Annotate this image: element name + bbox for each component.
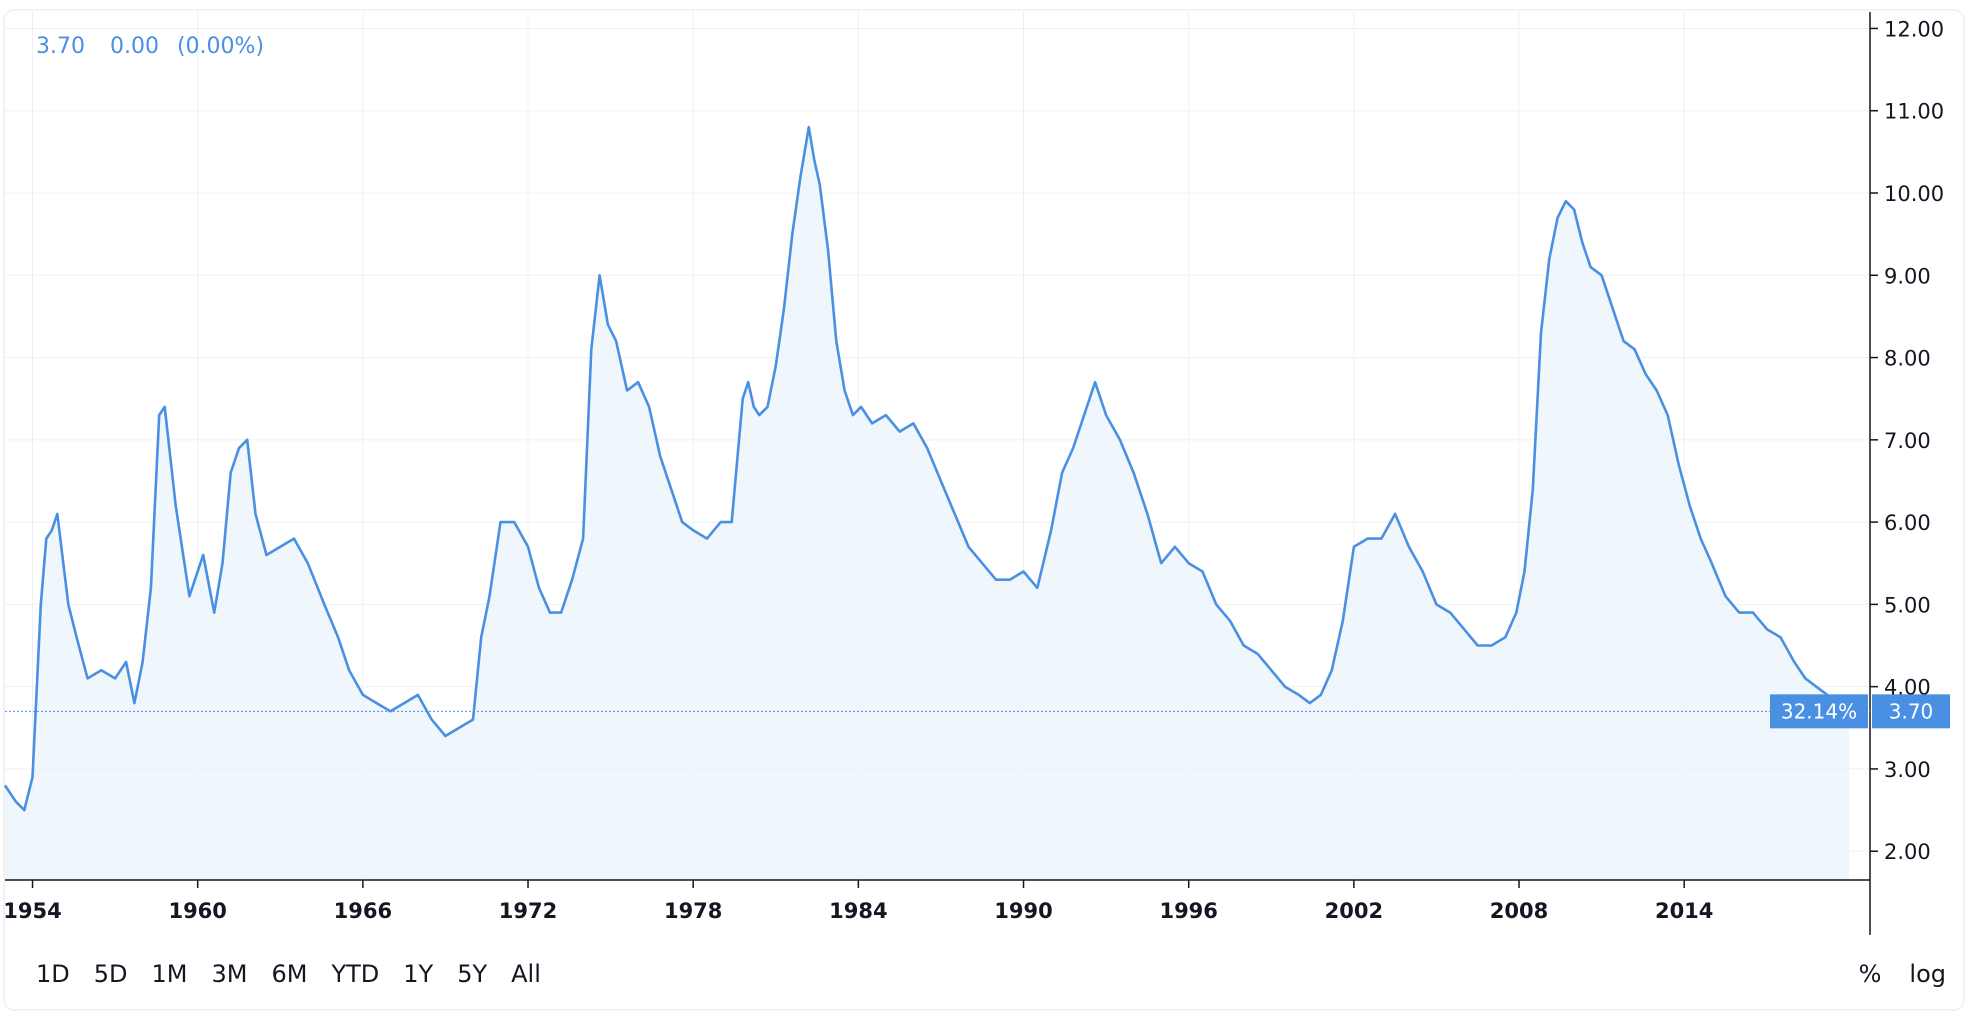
x-tick-label: 1966 (334, 899, 392, 923)
y-tick-label: 6.00 (1884, 511, 1931, 535)
legend-change: 0.00 (109, 34, 159, 59)
x-tick-label: 1990 (994, 899, 1052, 923)
y-tick-label: 5.00 (1884, 593, 1931, 617)
legend-last-value: 3.70 (36, 34, 85, 59)
axes-layer: 2.003.004.005.006.007.008.009.0010.0011.… (3, 12, 1944, 935)
price-marker-label: 3.70 (1889, 699, 1934, 723)
x-tick-label: 2002 (1325, 899, 1383, 923)
x-tick-label: 1960 (168, 899, 226, 923)
y-tick-label: 3.00 (1884, 758, 1931, 782)
line-layer (3, 125, 1851, 812)
log-scale-button[interactable]: log (1909, 960, 1946, 988)
x-tick-label: 2008 (1490, 899, 1548, 923)
y-tick-label: 10.00 (1884, 182, 1944, 206)
range-5y-button[interactable]: 5Y (457, 960, 488, 988)
legend-change-percent: (0.00%) (176, 34, 265, 59)
series-area (5, 127, 1850, 880)
range-ytd-button[interactable]: YTD (331, 960, 380, 988)
range-5d-button[interactable]: 5D (93, 960, 128, 988)
range-1m-button[interactable]: 1M (151, 960, 188, 988)
range-1y-button[interactable]: 1Y (403, 960, 434, 988)
range-1d-button[interactable]: 1D (36, 960, 70, 988)
range-toolbar: 1D 5D 1M 3M 6M YTD 1Y 5Y All (24, 952, 553, 996)
y-tick-label: 12.00 (1884, 17, 1944, 41)
y-tick-label: 11.00 (1884, 100, 1944, 124)
x-tick-label: 1984 (829, 899, 887, 923)
percent-scale-button[interactable]: % (1858, 960, 1882, 988)
y-tick-label: 7.00 (1884, 429, 1931, 453)
y-tick-label: 9.00 (1884, 264, 1931, 288)
price-legend: 3.70 0.00 (0.00%) (36, 34, 282, 59)
percent-marker-bg (1770, 694, 1868, 729)
y-tick-label: 2.00 (1884, 840, 1931, 864)
x-tick-label: 1972 (499, 899, 557, 923)
series-line (3, 125, 1851, 812)
range-6m-button[interactable]: 6M (271, 960, 308, 988)
price-marker-bg (1872, 694, 1950, 729)
marker-layer: 32.14% 3.70 (5, 694, 1950, 729)
x-tick-label: 1978 (664, 899, 722, 923)
x-tick-label: 1954 (3, 899, 61, 923)
range-3m-button[interactable]: 3M (211, 960, 248, 988)
scale-toolbar: % log (1845, 952, 1960, 996)
range-all-button[interactable]: All (511, 960, 541, 988)
y-tick-label: 8.00 (1884, 347, 1931, 371)
x-tick-label: 2014 (1655, 899, 1713, 923)
percent-marker-label: 32.14% (1781, 699, 1857, 723)
x-tick-label: 1996 (1159, 899, 1217, 923)
area-layer (5, 127, 1850, 880)
